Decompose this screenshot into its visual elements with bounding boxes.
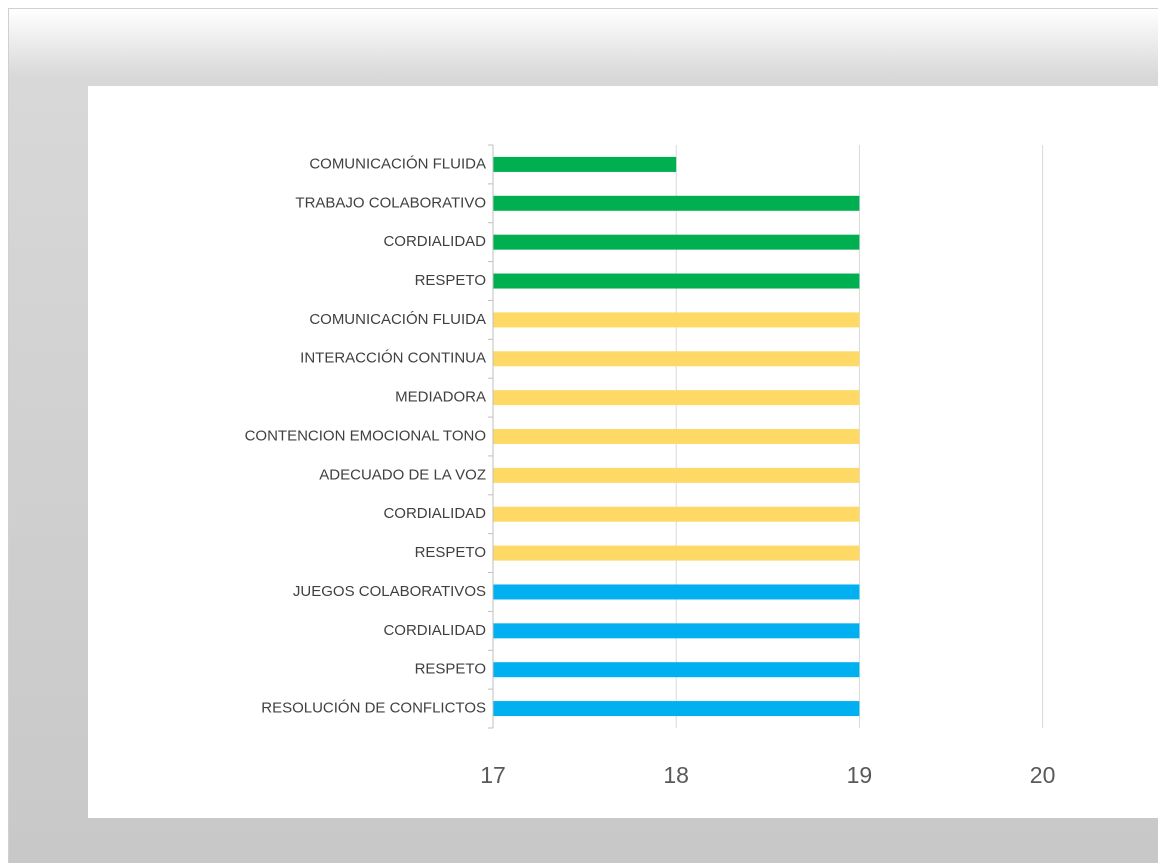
y-tick-label: ADECUADO DE LA VOZ [319, 466, 486, 483]
bar [493, 234, 860, 250]
x-tick-label: 20 [1030, 762, 1056, 788]
y-tick-label: INTERACCIÓN CONTINUA [300, 350, 486, 367]
y-tick-label: RESPETO [415, 661, 486, 678]
x-tick-label: 17 [480, 762, 506, 788]
y-tick-label: CORDIALIDAD [383, 505, 486, 522]
bar [493, 701, 860, 717]
bar [493, 584, 860, 600]
x-tick-label: 19 [847, 762, 873, 788]
bar [493, 545, 860, 561]
bar [493, 506, 860, 522]
bar [493, 195, 860, 211]
y-tick-label: CORDIALIDAD [383, 622, 486, 639]
bar [493, 351, 860, 367]
bar [493, 467, 860, 483]
bar [493, 390, 860, 406]
y-tick-label: RESPETO [415, 544, 486, 561]
y-tick-label: RESPETO [415, 272, 486, 289]
y-tick-label: JUEGOS COLABORATIVOS [293, 583, 486, 600]
bar [493, 623, 860, 639]
y-tick-label: MEDIADORA [395, 389, 486, 406]
bar [493, 156, 677, 172]
y-tick-label: COMUNICACIÓN FLUIDA [309, 155, 486, 172]
bar [493, 312, 860, 328]
bar [493, 273, 860, 289]
y-tick-label: TRABAJO COLABORATIVO [295, 194, 486, 211]
y-tick-label: COMUNICACIÓN FLUIDA [309, 311, 486, 328]
y-tick-label: CONTENCION EMOCIONAL TONO [245, 427, 486, 444]
y-tick-label: CORDIALIDAD [383, 233, 486, 250]
bar [493, 662, 860, 678]
x-tick-label: 18 [663, 762, 689, 788]
y-tick-label: RESOLUCIÓN DE CONFLICTOS [261, 700, 486, 717]
bar [493, 429, 860, 444]
